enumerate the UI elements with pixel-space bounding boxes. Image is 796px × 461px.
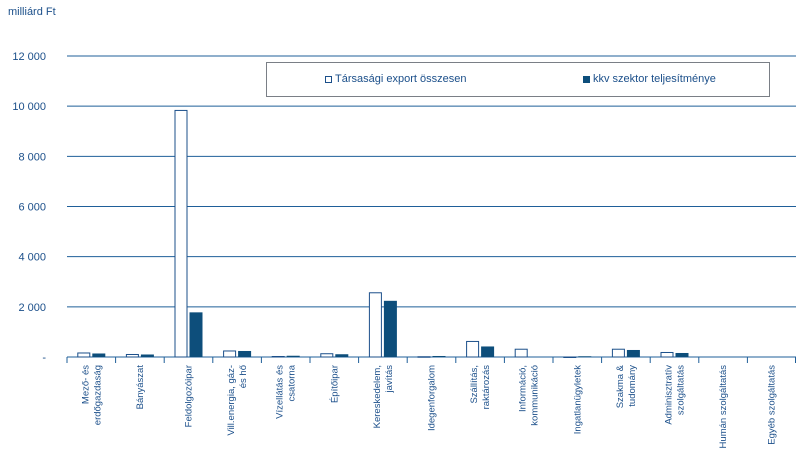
legend-swatch-kkv <box>583 75 590 83</box>
bar-export <box>660 351 674 358</box>
x-tick-label: és hő <box>238 365 249 388</box>
bar-kkv <box>626 349 640 357</box>
x-tick-label: erdőgazdaság <box>92 365 103 425</box>
bar-kkv <box>189 312 203 357</box>
legend-label-export: Társasági export összesen <box>335 73 467 85</box>
bar-export <box>174 109 188 358</box>
bar-kkv <box>383 300 397 357</box>
bar-export <box>223 350 237 358</box>
bar-kkv <box>481 346 495 357</box>
y-tick-label: 10 000 <box>12 101 46 113</box>
x-tick-label: csatorna <box>287 364 298 401</box>
x-tick-label: Kereskedelem, <box>372 365 383 428</box>
x-tick-label: kommunikáció <box>530 365 541 426</box>
bar-export <box>417 356 431 358</box>
y-tick-label: - <box>42 352 46 364</box>
x-tick-label: Szállítás, <box>469 365 480 404</box>
bar-kkv <box>92 353 106 357</box>
x-tick-label: Feldolgozóipar <box>184 365 195 427</box>
legend-item-kkv: kkv szektor teljesítménye <box>583 73 716 85</box>
legend-swatch-export <box>325 75 332 83</box>
y-tick-label: 2 000 <box>18 302 46 314</box>
bar-kkv <box>432 355 446 357</box>
x-tick-label: Mező- és <box>80 365 91 404</box>
x-tick-label: Humán szolgáltatás <box>718 365 729 449</box>
bar-kkv <box>335 354 349 357</box>
bar-kkv <box>140 354 154 357</box>
bar-export <box>368 292 382 358</box>
x-tick-label: Ingatlanügyletek <box>572 365 583 434</box>
y-tick-label: 8 000 <box>18 151 46 163</box>
bar-export <box>611 348 625 358</box>
x-tick-label: Egyéb szolgáltatás <box>767 365 778 445</box>
x-tick-label: Vízellátás és <box>275 365 286 419</box>
y-tick-label: 12 000 <box>12 51 46 63</box>
x-tick-label: Bányászat <box>135 365 146 410</box>
bar-export <box>77 352 91 358</box>
x-tick-label: tudomány <box>627 365 638 407</box>
legend: Társasági export összesen kkv szektor te… <box>266 62 770 97</box>
y-axis-title: milliárd Ft <box>8 6 56 18</box>
bar-kkv <box>675 352 689 357</box>
legend-item-export: Társasági export összesen <box>325 73 466 85</box>
bar-kkv <box>238 350 252 357</box>
y-tick-label: 4 000 <box>18 252 46 264</box>
x-tick-label: Információ, <box>518 365 529 412</box>
bar-export <box>320 353 334 358</box>
bar-export <box>466 340 480 358</box>
bar-export <box>563 356 577 358</box>
x-tick-label: Idegenforgalom <box>427 365 438 431</box>
x-tick-label: szolgáltatás <box>676 365 687 415</box>
x-tick-label: javítás <box>384 365 395 394</box>
bar-export <box>514 348 528 358</box>
bar-export <box>271 355 285 358</box>
x-tick-label: raktározás <box>481 365 492 410</box>
bar-export <box>125 353 139 358</box>
bar-kkv <box>578 356 592 357</box>
x-tick-label: Vill.energia, gáz- <box>226 365 237 436</box>
legend-label-kkv: kkv szektor teljesítménye <box>593 73 716 85</box>
x-tick-label: Adminisztratív <box>664 365 675 425</box>
bar-kkv <box>286 355 300 357</box>
y-tick-label: 6 000 <box>18 202 46 214</box>
x-tick-label: Szakma & <box>615 364 626 408</box>
x-tick-label: Építőipar <box>329 365 340 403</box>
